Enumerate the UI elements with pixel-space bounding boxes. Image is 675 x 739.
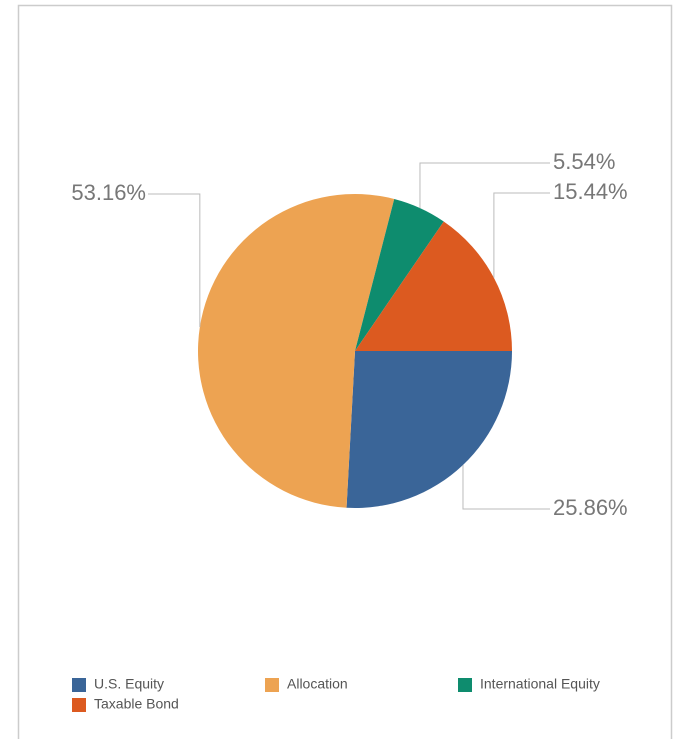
frame <box>17 4 673 739</box>
leader-line <box>148 193 201 328</box>
data-label: 53.16% <box>71 180 146 205</box>
data-label: 5.54% <box>553 149 615 174</box>
pie-slice <box>346 351 512 508</box>
legend-swatch <box>265 678 279 692</box>
data-label: 15.44% <box>553 179 628 204</box>
legend-label: Taxable Bond <box>94 696 179 712</box>
pie-slice <box>355 221 512 351</box>
legend-swatch <box>72 678 86 692</box>
leader-line <box>419 162 550 209</box>
legend-label: International Equity <box>480 676 600 692</box>
data-label: 25.86% <box>553 495 628 520</box>
legend-swatch <box>72 698 86 712</box>
leader-line <box>462 464 550 510</box>
leader-line <box>493 192 550 278</box>
pie-slice <box>198 194 395 508</box>
pie-slice <box>355 198 444 351</box>
legend-label: Allocation <box>287 676 348 692</box>
legend-swatch <box>458 678 472 692</box>
legend-label: U.S. Equity <box>94 676 164 692</box>
